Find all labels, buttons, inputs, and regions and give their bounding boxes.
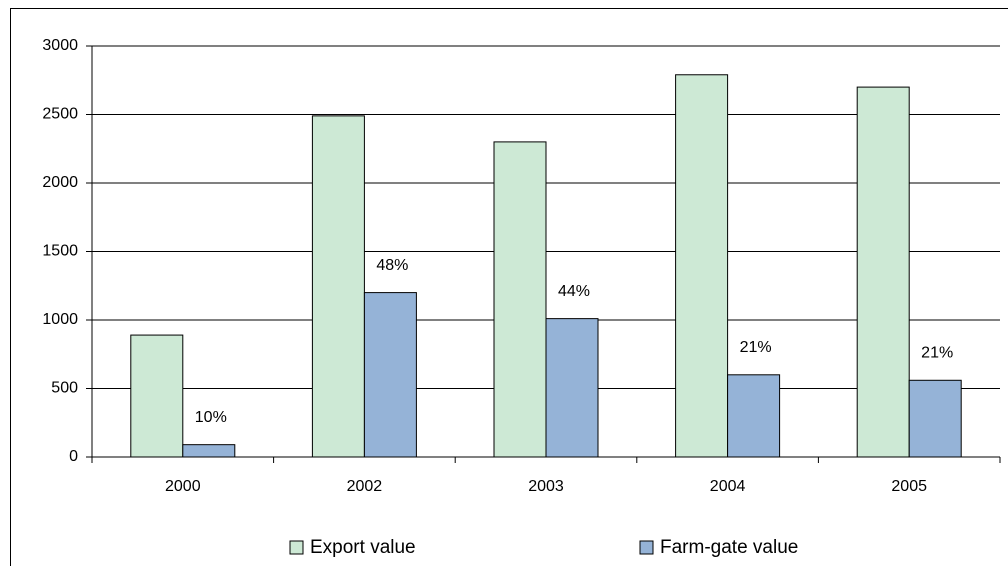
bar [545, 318, 599, 458]
y-tick-label: 1000 [42, 311, 78, 328]
bar [130, 334, 184, 458]
legend-label: Farm-gate value [660, 537, 798, 558]
x-tick-label: 2005 [891, 478, 927, 495]
annotation: 44% [558, 283, 590, 300]
annotation: 48% [376, 257, 408, 274]
y-tick-label: 500 [51, 380, 78, 397]
y-tick-label: 1500 [42, 243, 78, 260]
legend-swatch [289, 540, 304, 555]
annotation: 21% [740, 339, 772, 356]
bar [182, 444, 236, 458]
x-tick-label: 2003 [528, 478, 564, 495]
bar [727, 374, 781, 458]
legend-swatch [639, 540, 654, 555]
y-tick-label: 3000 [42, 37, 78, 54]
y-tick-label: 2500 [42, 106, 78, 123]
bar [908, 379, 962, 458]
annotation: 21% [921, 344, 953, 361]
bar [311, 115, 365, 458]
x-tick-label: 2000 [165, 478, 201, 495]
bar [675, 74, 729, 458]
annotation: 10% [195, 409, 227, 426]
x-tick-label: 2002 [347, 478, 383, 495]
bar [493, 141, 547, 458]
y-tick-label: 0 [69, 448, 78, 465]
legend-label: Export value [310, 537, 416, 558]
chart-frame [10, 8, 1008, 566]
y-tick-label: 2000 [42, 174, 78, 191]
x-tick-label: 2004 [710, 478, 746, 495]
bar [363, 292, 417, 458]
bar [856, 86, 910, 458]
